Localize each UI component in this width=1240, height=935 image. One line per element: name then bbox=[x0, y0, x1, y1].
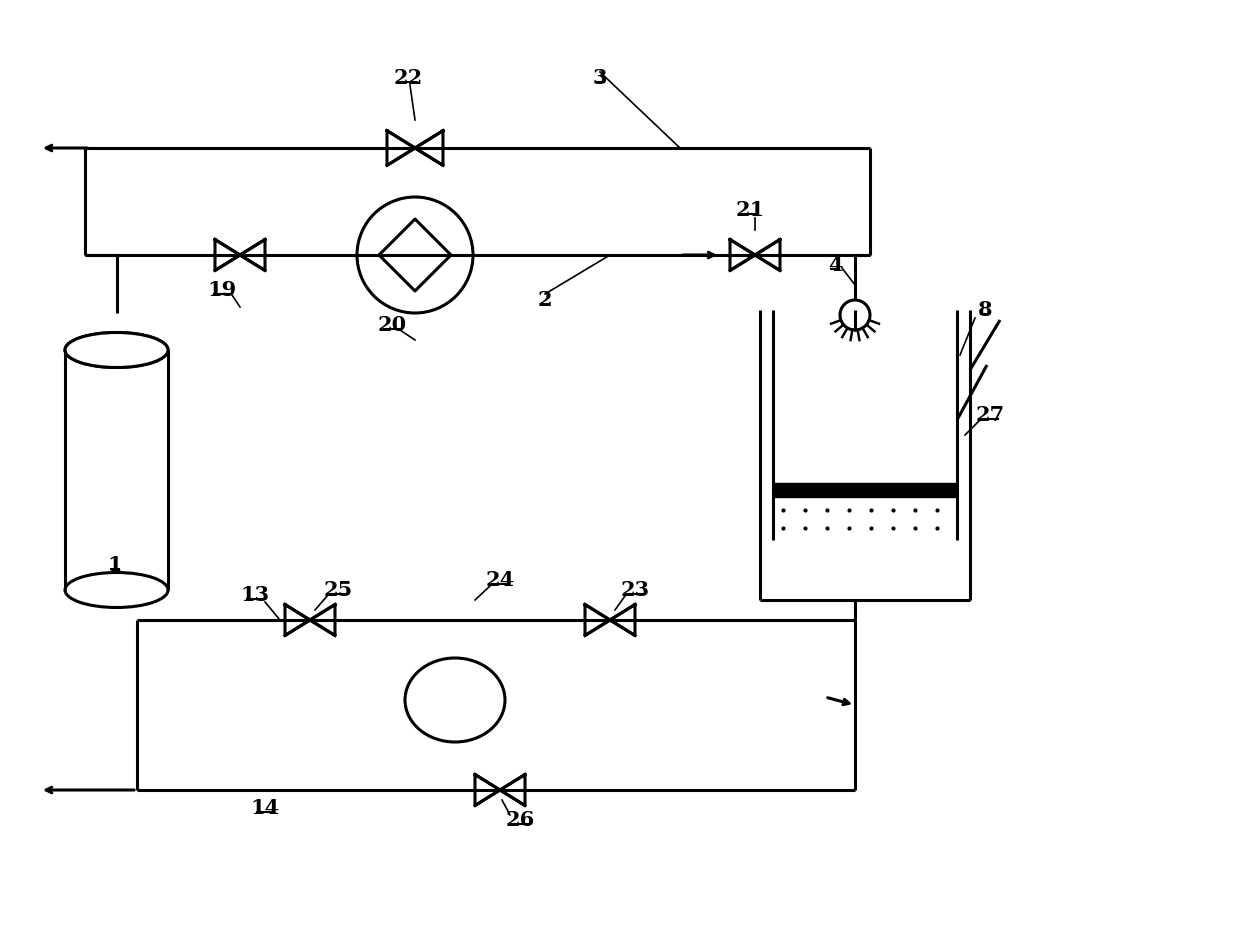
Text: 20: 20 bbox=[377, 315, 407, 335]
Ellipse shape bbox=[64, 333, 167, 367]
Text: 26: 26 bbox=[506, 810, 534, 830]
Text: 25: 25 bbox=[324, 580, 352, 600]
Text: 13: 13 bbox=[241, 585, 269, 605]
Text: 8: 8 bbox=[978, 300, 992, 320]
Text: 24: 24 bbox=[485, 570, 515, 590]
Text: 23: 23 bbox=[620, 580, 650, 600]
Text: 4: 4 bbox=[827, 255, 842, 275]
Text: 19: 19 bbox=[207, 280, 237, 300]
Text: 22: 22 bbox=[393, 68, 423, 88]
Text: 2: 2 bbox=[538, 290, 552, 310]
Bar bbox=[773, 483, 957, 497]
Text: 21: 21 bbox=[735, 200, 765, 220]
Text: 27: 27 bbox=[976, 405, 1004, 425]
Text: 14: 14 bbox=[250, 798, 280, 818]
Text: 1: 1 bbox=[108, 555, 123, 575]
Text: 3: 3 bbox=[593, 68, 608, 88]
